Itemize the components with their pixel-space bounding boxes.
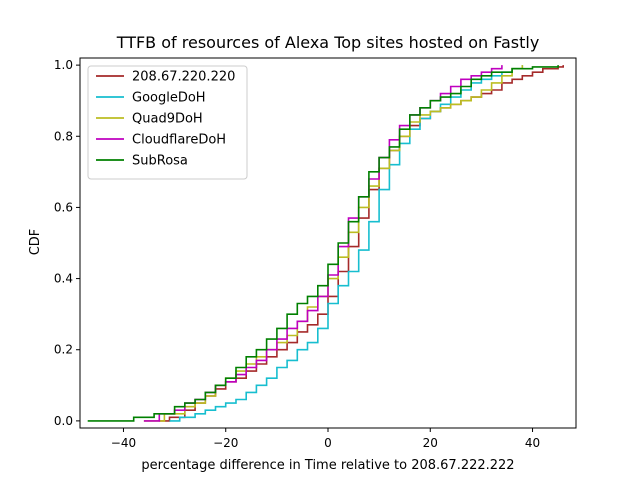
legend-entry: GoogleDoH [132, 91, 206, 106]
legend-entry: Quad9DoH [132, 112, 203, 127]
x-tick-label: −20 [213, 436, 238, 450]
legend: 208.67.220.220 GoogleDoH Quad9DoH Cloudflar… [87, 65, 248, 180]
plot-lines [87, 65, 564, 422]
x-axis-label: percentage difference in Time relative t… [141, 458, 514, 473]
x-tick-label: 40 [525, 436, 540, 450]
x-tick-label: −40 [111, 436, 136, 450]
y-tick-label: 0.4 [54, 272, 73, 286]
x-axis-ticks: −40 −20 0 20 40 [111, 428, 540, 450]
series-line-4 [87, 65, 559, 422]
y-tick-label: 0.0 [54, 414, 73, 428]
y-tick-label: 1.0 [54, 58, 73, 72]
x-tick-label: 0 [324, 436, 332, 450]
x-tick-label: 20 [423, 436, 438, 450]
y-axis-label: CDF [28, 229, 43, 256]
series-line-1 [169, 65, 524, 422]
y-tick-label: 0.2 [54, 343, 73, 357]
legend-entry: SubRosa [132, 154, 188, 169]
legend-box [87, 65, 248, 180]
y-axis-ticks: 0.0 0.2 0.4 0.6 0.8 1.0 [54, 58, 80, 428]
chart-title: TTFB of resources of Alexa Top sites hos… [116, 33, 540, 52]
y-tick-label: 0.6 [54, 200, 73, 214]
legend-entry: 208.67.220.220 [132, 70, 235, 85]
legend-entry: CloudflareDoH [132, 133, 226, 148]
y-tick-label: 0.8 [54, 129, 73, 143]
